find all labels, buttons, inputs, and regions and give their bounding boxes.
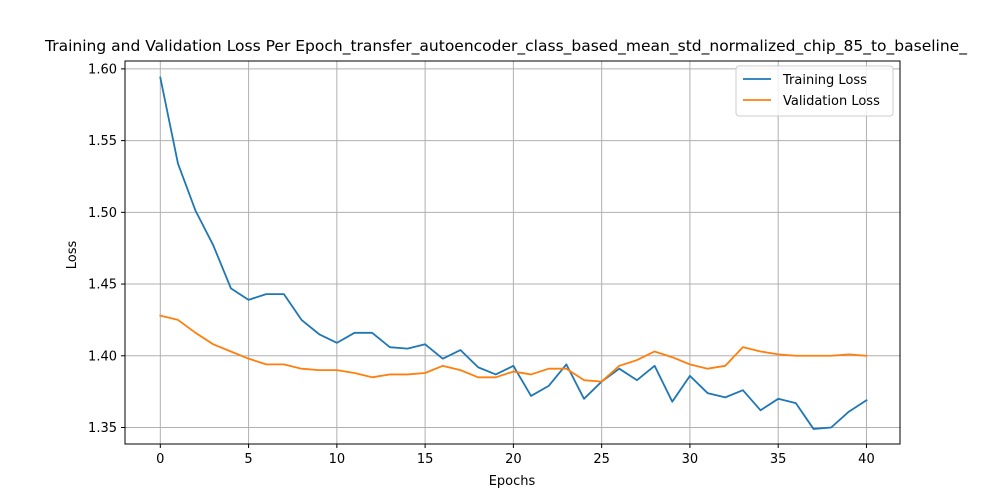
legend: Training Loss Validation Loss	[735, 65, 894, 117]
series-lines	[159, 76, 868, 430]
legend-label-training-loss: Training Loss	[782, 73, 867, 88]
plot-frame	[124, 60, 901, 445]
x-axis-title: Epochs	[489, 474, 536, 489]
x-tick-label: 30	[682, 452, 699, 467]
y-tick-label: 1.55	[88, 134, 117, 149]
y-axis-title: Loss	[65, 241, 80, 270]
y-tick-label: 1.50	[88, 206, 117, 221]
x-tick-label: 0	[156, 452, 164, 467]
y-tick-label: 1.60	[88, 62, 117, 77]
legend-label-validation-loss: Validation Loss	[783, 94, 880, 109]
series-line-training-loss	[159, 76, 868, 430]
chart-title: Training and Validation Loss Per Epoch_t…	[44, 37, 967, 56]
x-tick-label: 15	[417, 452, 434, 467]
x-tick-label: 20	[505, 452, 522, 467]
x-tick-label: 25	[593, 452, 610, 467]
legend-box	[735, 65, 894, 117]
grid	[125, 61, 900, 444]
x-tick-label: 35	[770, 452, 787, 467]
y-tick-label: 1.45	[88, 278, 117, 293]
x-tick-label: 10	[329, 452, 346, 467]
y-tick-label: 1.35	[88, 421, 117, 436]
series-line-validation-loss	[159, 314, 868, 383]
x-tick-label: 5	[244, 452, 252, 467]
axis-ticks: 0 5 10 15 20 25 30 35 40 1.35 1.40 1.45 1.50 1.55 1.60	[88, 62, 875, 467]
y-tick-label: 1.40	[88, 349, 117, 364]
x-tick-label: 40	[858, 452, 875, 467]
